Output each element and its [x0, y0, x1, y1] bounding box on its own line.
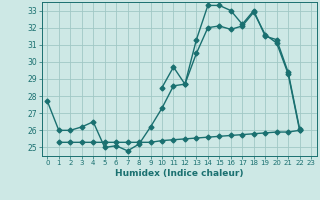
X-axis label: Humidex (Indice chaleur): Humidex (Indice chaleur)	[115, 169, 244, 178]
